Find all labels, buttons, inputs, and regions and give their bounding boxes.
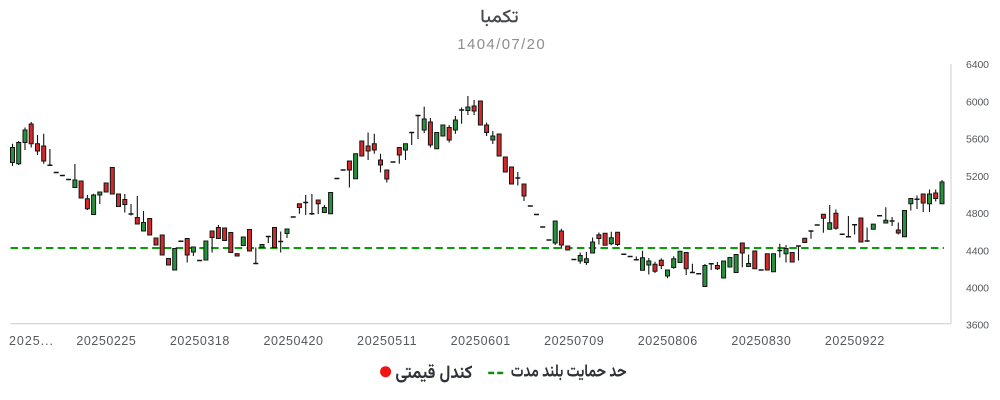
svg-text:5200: 5200 xyxy=(966,171,989,183)
svg-text:20250511: 20250511 xyxy=(357,334,417,348)
svg-text:20250806: 20250806 xyxy=(638,334,698,348)
svg-text:1404/07/20: 1404/07/20 xyxy=(457,36,545,53)
svg-text:20250420: 20250420 xyxy=(263,334,323,348)
svg-text:2025...: 2025... xyxy=(9,334,53,348)
svg-text:20250709: 20250709 xyxy=(544,334,604,348)
svg-text:20250601: 20250601 xyxy=(451,334,511,348)
svg-text:20250318: 20250318 xyxy=(170,334,230,348)
svg-text:4800: 4800 xyxy=(966,208,989,220)
svg-text:20250225: 20250225 xyxy=(76,334,136,348)
svg-text:4400: 4400 xyxy=(966,245,989,257)
svg-text:5600: 5600 xyxy=(966,134,989,146)
svg-text:20250922: 20250922 xyxy=(825,334,885,348)
svg-text:4000: 4000 xyxy=(966,283,989,295)
svg-text:6400: 6400 xyxy=(966,59,989,71)
svg-text:6000: 6000 xyxy=(966,96,989,108)
svg-text:3600: 3600 xyxy=(966,320,989,332)
svg-text:20250830: 20250830 xyxy=(731,334,791,348)
